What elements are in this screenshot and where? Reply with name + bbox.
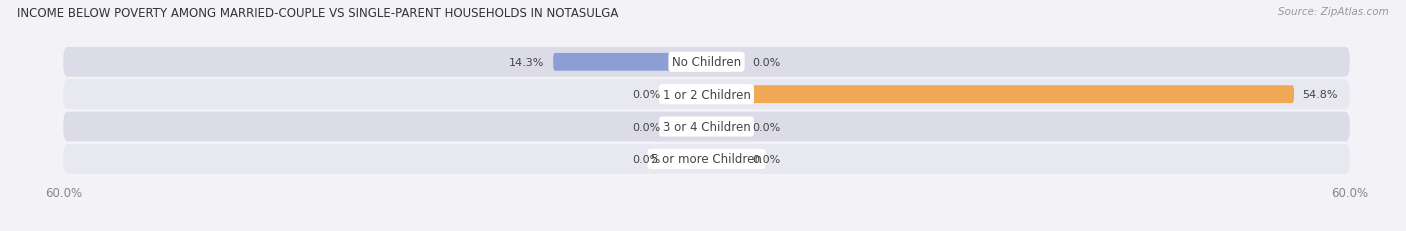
Text: 0.0%: 0.0% [752, 122, 780, 132]
Text: 0.0%: 0.0% [633, 154, 661, 164]
Text: 0.0%: 0.0% [752, 154, 780, 164]
FancyBboxPatch shape [553, 54, 707, 71]
Text: 0.0%: 0.0% [752, 58, 780, 67]
Text: 0.0%: 0.0% [633, 90, 661, 100]
Text: 1 or 2 Children: 1 or 2 Children [662, 88, 751, 101]
FancyBboxPatch shape [707, 150, 744, 168]
Text: 14.3%: 14.3% [509, 58, 544, 67]
Text: Source: ZipAtlas.com: Source: ZipAtlas.com [1278, 7, 1389, 17]
FancyBboxPatch shape [63, 48, 1350, 77]
Text: INCOME BELOW POVERTY AMONG MARRIED-COUPLE VS SINGLE-PARENT HOUSEHOLDS IN NOTASUL: INCOME BELOW POVERTY AMONG MARRIED-COUPL… [17, 7, 619, 20]
FancyBboxPatch shape [707, 86, 1294, 104]
FancyBboxPatch shape [669, 86, 707, 104]
Text: 5 or more Children: 5 or more Children [651, 153, 762, 166]
FancyBboxPatch shape [669, 150, 707, 168]
Text: 54.8%: 54.8% [1302, 90, 1339, 100]
FancyBboxPatch shape [669, 118, 707, 136]
Text: 3 or 4 Children: 3 or 4 Children [662, 121, 751, 134]
FancyBboxPatch shape [63, 112, 1350, 142]
FancyBboxPatch shape [63, 144, 1350, 174]
FancyBboxPatch shape [63, 80, 1350, 109]
FancyBboxPatch shape [707, 54, 744, 71]
FancyBboxPatch shape [707, 118, 744, 136]
Text: 0.0%: 0.0% [633, 122, 661, 132]
Text: No Children: No Children [672, 56, 741, 69]
